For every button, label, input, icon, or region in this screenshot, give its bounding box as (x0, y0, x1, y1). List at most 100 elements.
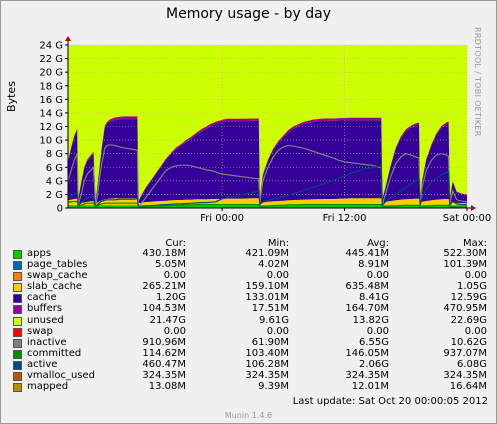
y-tick-label: 0 (57, 204, 63, 215)
legend-min: 9.39M (258, 381, 289, 393)
y-tick-label: 6 G (46, 163, 63, 174)
line-inactive (67, 144, 468, 208)
legend-name: buffers (27, 303, 63, 315)
legend-avg: 324.35M (345, 370, 389, 382)
legend-cur: 430.18M (142, 248, 186, 259)
y-tick-label: 12 G (39, 122, 63, 133)
y-tick-label: 18 G (39, 81, 63, 92)
legend-swatch (13, 360, 22, 370)
chart-title: Memory usage - by day (166, 6, 331, 22)
legend-min: 324.35M (245, 370, 289, 382)
legend-row-cache: cache 1.20G 133.01M 8.41G 12.59G (13, 292, 491, 304)
legend-max: 470.95M (443, 303, 487, 315)
x-tick-label: Fri 12:00 (323, 213, 367, 224)
y-tick-label: 24 G (39, 41, 63, 52)
legend-cur: 5.05M (155, 259, 186, 271)
legend-name: vmalloc_used (27, 370, 96, 382)
legend-avg: 635.48M (345, 281, 389, 293)
legend-max: 324.35M (443, 370, 487, 382)
legend-swatch (13, 305, 22, 315)
legend-row-swap: swap 0.00 0.00 0.00 0.00 (13, 326, 491, 337)
legend-name: committed (27, 347, 82, 359)
legend-min: 133.01M (245, 292, 289, 304)
last-update: Last update: Sat Oct 20 00:00:05 2012 (292, 396, 488, 407)
legend-cur: 104.53M (142, 303, 186, 315)
legend-name: cache (27, 292, 57, 304)
legend-avg: 0.00 (366, 325, 389, 337)
legend-row-swap-cache: swap_cache 0.00 0.00 0.00 0.00 (13, 270, 491, 282)
legend-row-apps: apps 430.18M 421.09M 445.41M 522.30M (13, 248, 491, 259)
legend-avg: 164.70M (345, 303, 389, 315)
legend-min: 17.51M (251, 303, 289, 315)
legend-max: 16.64M (449, 381, 487, 393)
legend-min: 0.00 (266, 270, 289, 282)
legend-max: 522.30M (443, 248, 487, 259)
legend-header: Cur: Min: Avg: Max: (13, 238, 491, 249)
legend-cur: 324.35M (142, 370, 186, 382)
legend-cur: 460.47M (142, 358, 186, 370)
legend-name: unused (27, 314, 64, 326)
legend-header-cur: Cur: (165, 238, 186, 249)
legend-name: apps (27, 248, 52, 259)
legend-row-inactive: inactive 910.96M 61.90M 6.55G 10.62G (13, 337, 491, 348)
y-tick-label: 14 G (39, 108, 63, 119)
legend-avg: 445.41M (345, 248, 389, 259)
y-tick-label: 8 G (46, 149, 63, 160)
legend-min: 9.61G (258, 314, 289, 326)
legend-min: 4.02M (258, 259, 289, 271)
legend-name: mapped (27, 381, 69, 393)
legend-max: 12.59G (450, 292, 487, 304)
legend-max: 22.69G (450, 314, 487, 326)
legend-swatch (13, 338, 22, 348)
legend-header-min: Min: (267, 238, 289, 249)
legend-row-committed: committed 114.62M 103.40M 146.05M 937.07M (13, 348, 491, 359)
legend-swatch (13, 283, 22, 293)
legend-swatch (13, 383, 22, 393)
legend-header-max: Max: (462, 238, 487, 249)
legend-max: 937.07M (443, 347, 487, 359)
legend-name: active (27, 358, 58, 370)
legend-row-buffers: buffers 104.53M 17.51M 164.70M 470.95M (13, 303, 491, 315)
legend-swatch (13, 272, 22, 282)
legend-table: Cur: Min: Avg: Max: apps 430.18M 421.09M 44… (13, 238, 491, 393)
legend-min: 159.10M (245, 281, 289, 293)
legend-max: 6.08G (456, 358, 487, 370)
x-axis-arrow (471, 205, 476, 211)
y-tick-label: 10 G (39, 136, 63, 147)
memory-chart: 0 2 G 4 G 6 G 8 G 10 G 12 G 14 G 16 G 18 G 20 G 22 … (5, 36, 491, 224)
legend-cur: 1.20G (155, 292, 186, 304)
legend-min: 106.28M (245, 358, 289, 370)
legend-name: swap_cache (27, 270, 88, 282)
legend-swatch (13, 349, 22, 359)
legend-avg: 8.41G (358, 292, 389, 304)
rrdtool-watermark: RRDTOOL / TOBI OETIKER (473, 27, 482, 137)
legend-swatch (13, 294, 22, 304)
legend-row-mapped: mapped 13.08M 9.39M 12.01M 16.64M (13, 381, 491, 393)
munin-version: Munin 1.4.6 (224, 411, 273, 420)
legend-min: 421.09M (245, 248, 289, 259)
y-tick-label: 4 G (46, 176, 63, 187)
legend-swatch (13, 261, 22, 271)
legend-name: inactive (27, 336, 67, 348)
legend-cur: 265.21M (142, 281, 186, 293)
legend-swatch (13, 327, 22, 337)
y-tick-label: 22 G (39, 54, 63, 65)
legend-row-active: active 460.47M 106.28M 2.06G 6.08G (13, 359, 491, 370)
legend-avg: 13.82G (352, 314, 389, 326)
area-cache (68, 119, 467, 204)
legend-max: 0.00 (464, 325, 487, 337)
legend-avg: 0.00 (366, 270, 389, 282)
legend-header-avg: Avg: (367, 238, 389, 249)
legend-swatch (13, 250, 22, 259)
legend-min: 0.00 (266, 325, 289, 337)
legend-cur: 114.62M (142, 347, 186, 359)
legend-cur: 21.47G (149, 314, 186, 326)
legend-swatch (13, 316, 22, 326)
legend-cur: 13.08M (148, 381, 186, 393)
legend-name: slab_cache (27, 281, 83, 293)
legend-max: 0.00 (464, 270, 487, 282)
y-tick-label: 2 G (46, 190, 63, 201)
legend-max: 101.39M (443, 259, 487, 271)
x-tick-label: Fri 00:00 (200, 213, 244, 224)
